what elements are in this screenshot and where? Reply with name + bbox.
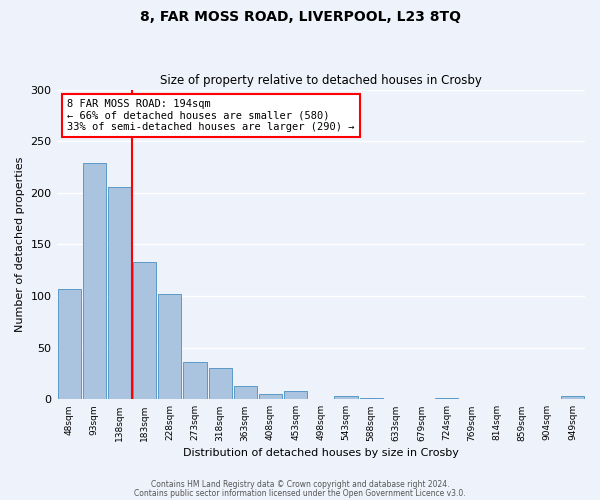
Bar xyxy=(58,289,80,400)
Bar xyxy=(184,362,206,400)
Y-axis label: Number of detached properties: Number of detached properties xyxy=(15,157,25,332)
Bar xyxy=(108,186,131,400)
Bar xyxy=(284,391,307,400)
Bar xyxy=(158,294,181,400)
Text: Contains HM Land Registry data © Crown copyright and database right 2024.: Contains HM Land Registry data © Crown c… xyxy=(151,480,449,489)
Bar xyxy=(83,163,106,400)
Bar xyxy=(334,396,358,400)
Bar xyxy=(561,396,584,400)
Bar xyxy=(234,386,257,400)
Bar xyxy=(133,262,156,400)
Text: Contains public sector information licensed under the Open Government Licence v3: Contains public sector information licen… xyxy=(134,488,466,498)
Bar xyxy=(435,398,458,400)
Text: 8, FAR MOSS ROAD, LIVERPOOL, L23 8TQ: 8, FAR MOSS ROAD, LIVERPOOL, L23 8TQ xyxy=(139,10,461,24)
X-axis label: Distribution of detached houses by size in Crosby: Distribution of detached houses by size … xyxy=(183,448,459,458)
Text: 8 FAR MOSS ROAD: 194sqm
← 66% of detached houses are smaller (580)
33% of semi-d: 8 FAR MOSS ROAD: 194sqm ← 66% of detache… xyxy=(67,99,355,132)
Bar xyxy=(209,368,232,400)
Bar xyxy=(259,394,282,400)
Bar xyxy=(359,398,383,400)
Title: Size of property relative to detached houses in Crosby: Size of property relative to detached ho… xyxy=(160,74,482,87)
